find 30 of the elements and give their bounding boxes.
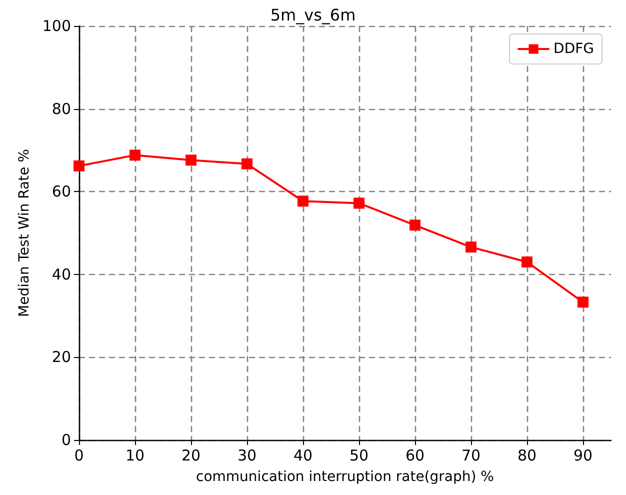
x-tick-label: 10 [125, 446, 145, 464]
point [354, 198, 364, 209]
x-tick-label: 50 [349, 446, 369, 464]
point [410, 220, 420, 231]
point [298, 196, 308, 207]
x-tick-label: 70 [461, 446, 481, 464]
x-tick-label: 30 [237, 446, 257, 464]
point [130, 150, 140, 161]
y-tick-label: 20 [52, 348, 71, 366]
x-tick-label: 0 [74, 446, 84, 464]
x-tick-label: 40 [293, 446, 313, 464]
legend-label: DDFG [554, 41, 594, 57]
x-axis-title: communication interruption rate(graph) % [196, 469, 494, 485]
y-tick-label: 60 [52, 182, 71, 201]
x-tick-label: 90 [573, 446, 593, 464]
point [74, 160, 84, 172]
y-tick-label: 80 [52, 100, 71, 118]
chart-title: 5m_vs_6m [270, 6, 356, 24]
y-tick-label: 0 [61, 431, 71, 449]
point [578, 296, 588, 308]
point [466, 242, 476, 253]
y-tick-label: 100 [42, 17, 71, 35]
y-tick-label: 40 [52, 265, 71, 284]
x-tick-label: 20 [181, 446, 201, 464]
point [186, 154, 196, 166]
x-tick-label: 60 [405, 446, 425, 464]
point [242, 158, 252, 170]
y-axis-title: Median Test Win Rate % [16, 149, 32, 317]
point [522, 256, 532, 268]
x-tick-label: 80 [517, 446, 537, 464]
